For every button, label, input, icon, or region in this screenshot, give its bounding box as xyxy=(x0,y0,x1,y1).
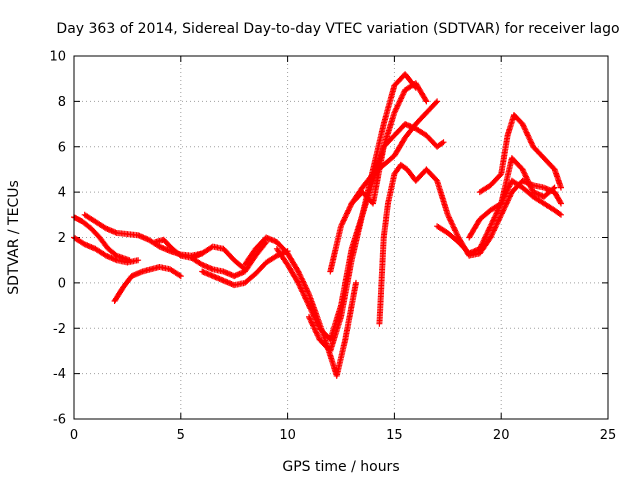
y-tick-label: 10 xyxy=(49,50,66,65)
y-axis-label: SDTVAR / TECUs xyxy=(6,180,22,295)
series-markers xyxy=(306,71,419,354)
series-arc-4 xyxy=(111,264,184,304)
y-tick-label: -2 xyxy=(53,322,66,337)
y-tick-label: 8 xyxy=(58,95,66,110)
y-tick-label: -4 xyxy=(53,367,66,382)
series-markers xyxy=(199,248,291,289)
series-arc-12 xyxy=(348,98,441,207)
x-axis-label: GPS time / hours xyxy=(282,459,399,475)
series-markers xyxy=(152,236,248,273)
series-markers xyxy=(376,161,564,327)
y-tick-label: 4 xyxy=(58,186,66,201)
series-arc-10 xyxy=(306,71,419,354)
y-tick-label: -6 xyxy=(53,413,66,428)
series-arc-6 xyxy=(188,239,270,280)
series-arc-5 xyxy=(152,236,248,273)
series-arc-15 xyxy=(476,112,564,196)
x-tick-label: 25 xyxy=(600,428,617,443)
axis-ticks: 0 5 10 15 20 25 -6 -4 -2 0 2 4 6 8 10 xyxy=(49,50,616,444)
x-tick-label: 10 xyxy=(279,428,296,443)
x-tick-label: 15 xyxy=(386,428,403,443)
series-markers xyxy=(466,155,558,241)
series-markers xyxy=(476,112,564,196)
plot-frame xyxy=(73,55,609,420)
series-arc-1 xyxy=(71,234,142,266)
series-markers xyxy=(348,98,441,207)
series-arc-7 xyxy=(199,248,291,289)
chart-title: Day 363 of 2014, Sidereal Day-to-day VTE… xyxy=(56,21,619,37)
x-tick-label: 20 xyxy=(493,428,510,443)
y-tick-label: 6 xyxy=(58,140,66,155)
data-series xyxy=(71,71,564,379)
series-markers xyxy=(188,239,270,280)
y-tick-label: 2 xyxy=(58,231,66,246)
series-markers xyxy=(71,234,142,266)
series-arc-13 xyxy=(376,161,564,327)
y-tick-label: 0 xyxy=(58,276,66,291)
x-tick-label: 0 xyxy=(70,428,78,443)
grid-lines xyxy=(74,56,608,419)
series-markers xyxy=(111,264,184,304)
series-arc-16 xyxy=(466,155,558,241)
x-tick-label: 5 xyxy=(177,428,185,443)
